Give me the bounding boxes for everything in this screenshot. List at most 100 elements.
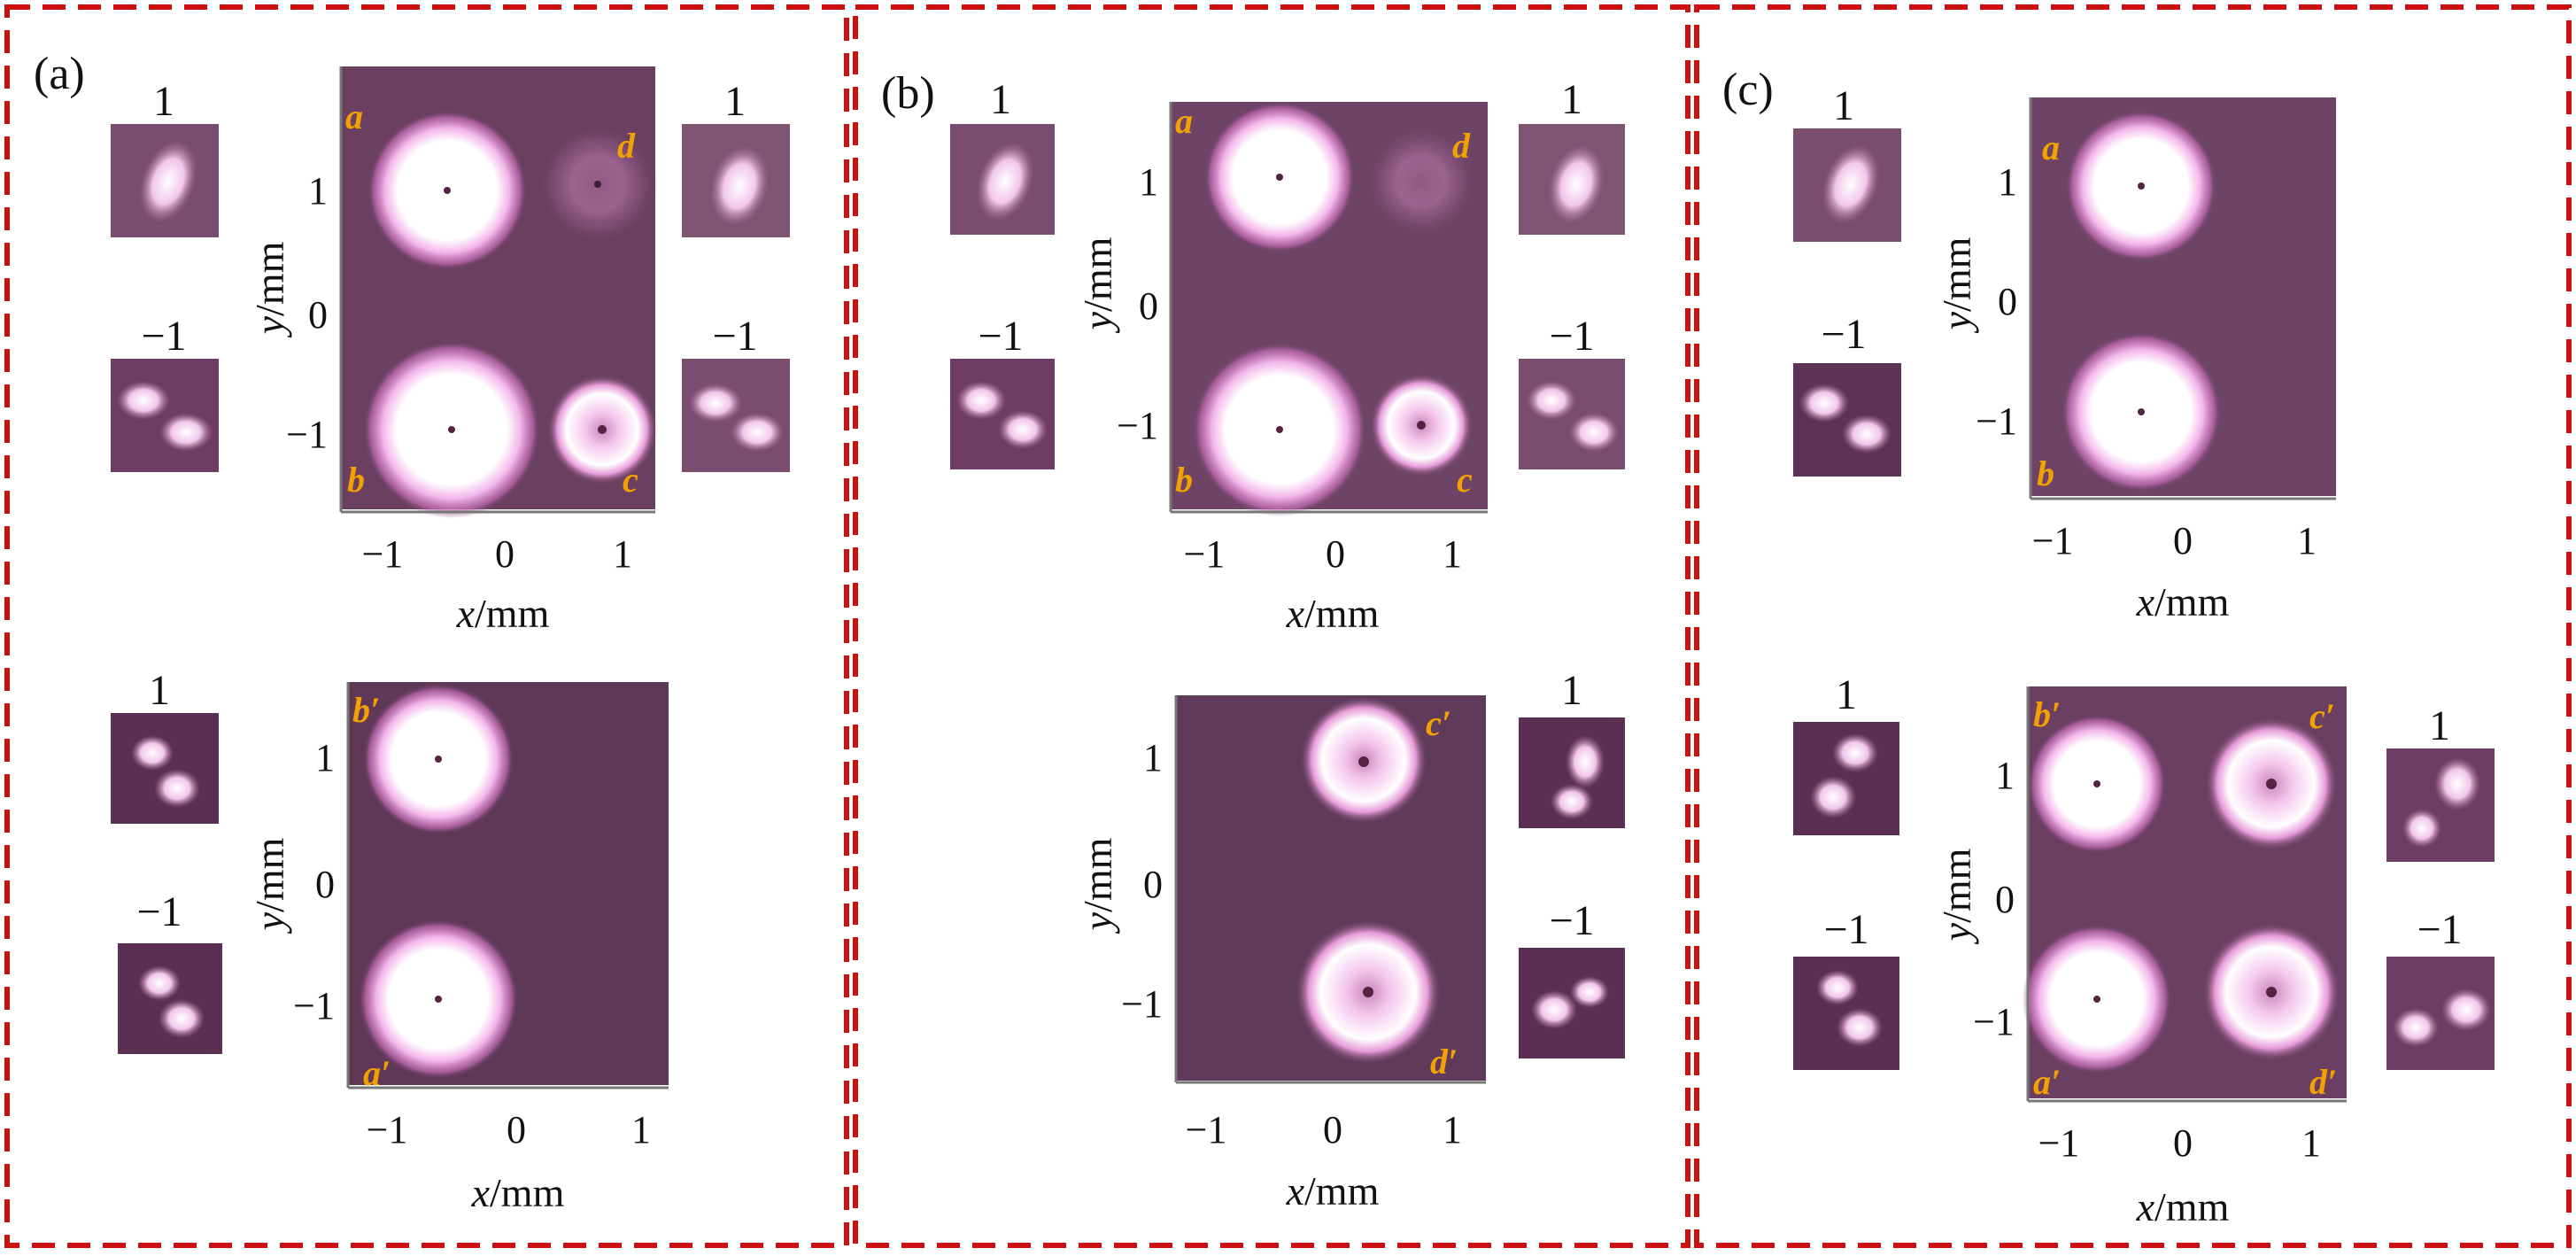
panel-b-bottom-insets: 1 −1 (1519, 667, 1625, 1058)
x-tick: 0 (1326, 532, 1345, 576)
inset-order-label: 1 (1836, 671, 1857, 718)
inset-order-label: −1 (712, 313, 757, 360)
inset-order-label: −1 (136, 888, 182, 935)
x-axis-label: x/mm (456, 591, 550, 636)
marker-a: a (345, 97, 363, 136)
x-tick: −1 (2032, 519, 2074, 562)
y-tick: 1 (1995, 754, 2015, 797)
marker-a-prime: a′ (2033, 1062, 2061, 1102)
inset-order-label: 1 (724, 78, 746, 125)
panel-a-bottom-plot: b′ a′ 1 0 −1 −1 0 1 x/mm y/mm (247, 682, 669, 1215)
y-tick: −1 (1976, 399, 2017, 443)
x-tick: 0 (495, 532, 514, 576)
y-axis-label: y/mm (1934, 236, 1979, 333)
x-tick: −1 (1184, 532, 1226, 576)
inset-order-label: 1 (1561, 76, 1582, 123)
panel-b-top-plot: a d b c 1 0 −1 −1 0 1 x/mm y/mm (1075, 101, 1488, 636)
inset-order-label: −1 (978, 313, 1023, 360)
inset-order-label: −1 (2417, 906, 2462, 953)
marker-a: a (2042, 128, 2060, 167)
marker-d: d (1452, 126, 1471, 166)
panel-b-bottom-plot: c′ d′ 1 0 −1 −1 0 1 x/mm y/mm (1075, 695, 1486, 1213)
y-axis-label: y/mm (1075, 837, 1120, 934)
panel-a-bottom-insets: 1 −1 (111, 667, 222, 1054)
y-tick: 1 (308, 169, 328, 213)
panel-c-bottom-insets: 1 −1 1 −1 (1793, 671, 2495, 1070)
panel-frame-c (1694, 4, 2572, 1248)
panel-a-top-plot: a d b c 1 0 −1 −1 0 1 x/mm y/mm (247, 66, 658, 636)
x-tick: 1 (1443, 1108, 1462, 1151)
marker-a: a (1175, 101, 1193, 141)
x-tick: 0 (1323, 1108, 1342, 1151)
mode-inset (111, 713, 219, 824)
mode-inset (118, 943, 222, 1054)
y-tick: 1 (315, 736, 335, 779)
marker-b: b (1175, 460, 1193, 500)
x-tick: 0 (2173, 519, 2193, 562)
inset-order-label: −1 (141, 313, 186, 360)
y-tick: 0 (1995, 878, 2015, 921)
marker-b: b (2037, 454, 2054, 493)
x-axis-label: x/mm (1286, 591, 1380, 636)
y-tick: 1 (1143, 736, 1163, 779)
marker-c-prime: c′ (2309, 696, 2335, 736)
panel-c-top-insets: 1 −1 (1793, 82, 1901, 477)
marker-b-prime: b′ (352, 690, 380, 730)
marker-c: c (1457, 460, 1473, 500)
y-axis-label: y/mm (247, 241, 292, 337)
y-axis-label: y/mm (247, 837, 292, 934)
spot-d (1366, 127, 1476, 236)
inset-order-label: 1 (990, 76, 1011, 123)
y-tick: 0 (315, 863, 335, 906)
x-axis-label: x/mm (2136, 579, 2230, 624)
marker-d: d (617, 126, 636, 166)
y-tick: 1 (1998, 160, 2017, 204)
inset-order-label: 1 (1561, 667, 1582, 714)
x-tick: 1 (2297, 519, 2317, 562)
x-tick: −1 (1186, 1108, 1227, 1151)
y-tick: −1 (1973, 1000, 2015, 1043)
y-tick: 0 (1143, 863, 1163, 906)
y-tick: −1 (1121, 982, 1163, 1026)
inset-order-label: 1 (2429, 702, 2450, 749)
marker-c-prime: c′ (1426, 703, 1451, 743)
panel-a-top-insets: 1 −1 1 −1 (111, 78, 790, 472)
y-tick: −1 (293, 984, 335, 1027)
mode-inset (2386, 748, 2495, 862)
marker-d-prime: d′ (2309, 1062, 2337, 1102)
marker-b-prime: b′ (2033, 694, 2061, 734)
x-tick: 1 (2301, 1121, 2321, 1165)
x-tick: 0 (507, 1108, 526, 1151)
x-axis-label: x/mm (2136, 1184, 2230, 1229)
x-tick: 1 (613, 532, 632, 576)
y-axis-label: y/mm (1075, 236, 1120, 333)
inset-order-label: 1 (153, 78, 174, 125)
panel-label-b: (b) (881, 68, 935, 119)
x-tick: −1 (2038, 1121, 2080, 1165)
mode-inset (1793, 363, 1901, 477)
panel-label-a: (a) (34, 49, 85, 99)
panel-b-top-insets: 1 −1 1 −1 (950, 76, 1625, 469)
x-axis-label: x/mm (471, 1170, 565, 1215)
y-tick: 0 (308, 293, 328, 337)
x-tick: −1 (362, 532, 404, 576)
inset-order-label: 1 (1833, 82, 1854, 129)
y-tick: 0 (1998, 280, 2017, 323)
x-tick: 0 (2173, 1121, 2193, 1165)
inset-order-label: −1 (1549, 897, 1594, 944)
x-tick: −1 (367, 1108, 408, 1151)
inset-order-label: −1 (1549, 313, 1594, 360)
x-tick: 1 (1443, 532, 1462, 576)
marker-b: b (347, 460, 365, 500)
y-tick: −1 (286, 413, 328, 456)
panel-c-top-plot: a b 1 0 −1 −1 0 1 x/mm y/mm (1934, 97, 2336, 624)
panel-frame-a (4, 4, 849, 1248)
y-axis-label: y/mm (1934, 848, 1979, 944)
y-tick: 0 (1139, 284, 1158, 328)
panel-c-bottom-plot: b′ c′ a′ d′ 1 0 −1 −1 0 1 x/mm y/mm (1934, 686, 2347, 1229)
panel-label-c: (c) (1722, 65, 1774, 115)
inset-order-label: −1 (1823, 906, 1868, 953)
inset-order-label: −1 (1821, 311, 1866, 358)
x-axis-label: x/mm (1286, 1168, 1380, 1213)
